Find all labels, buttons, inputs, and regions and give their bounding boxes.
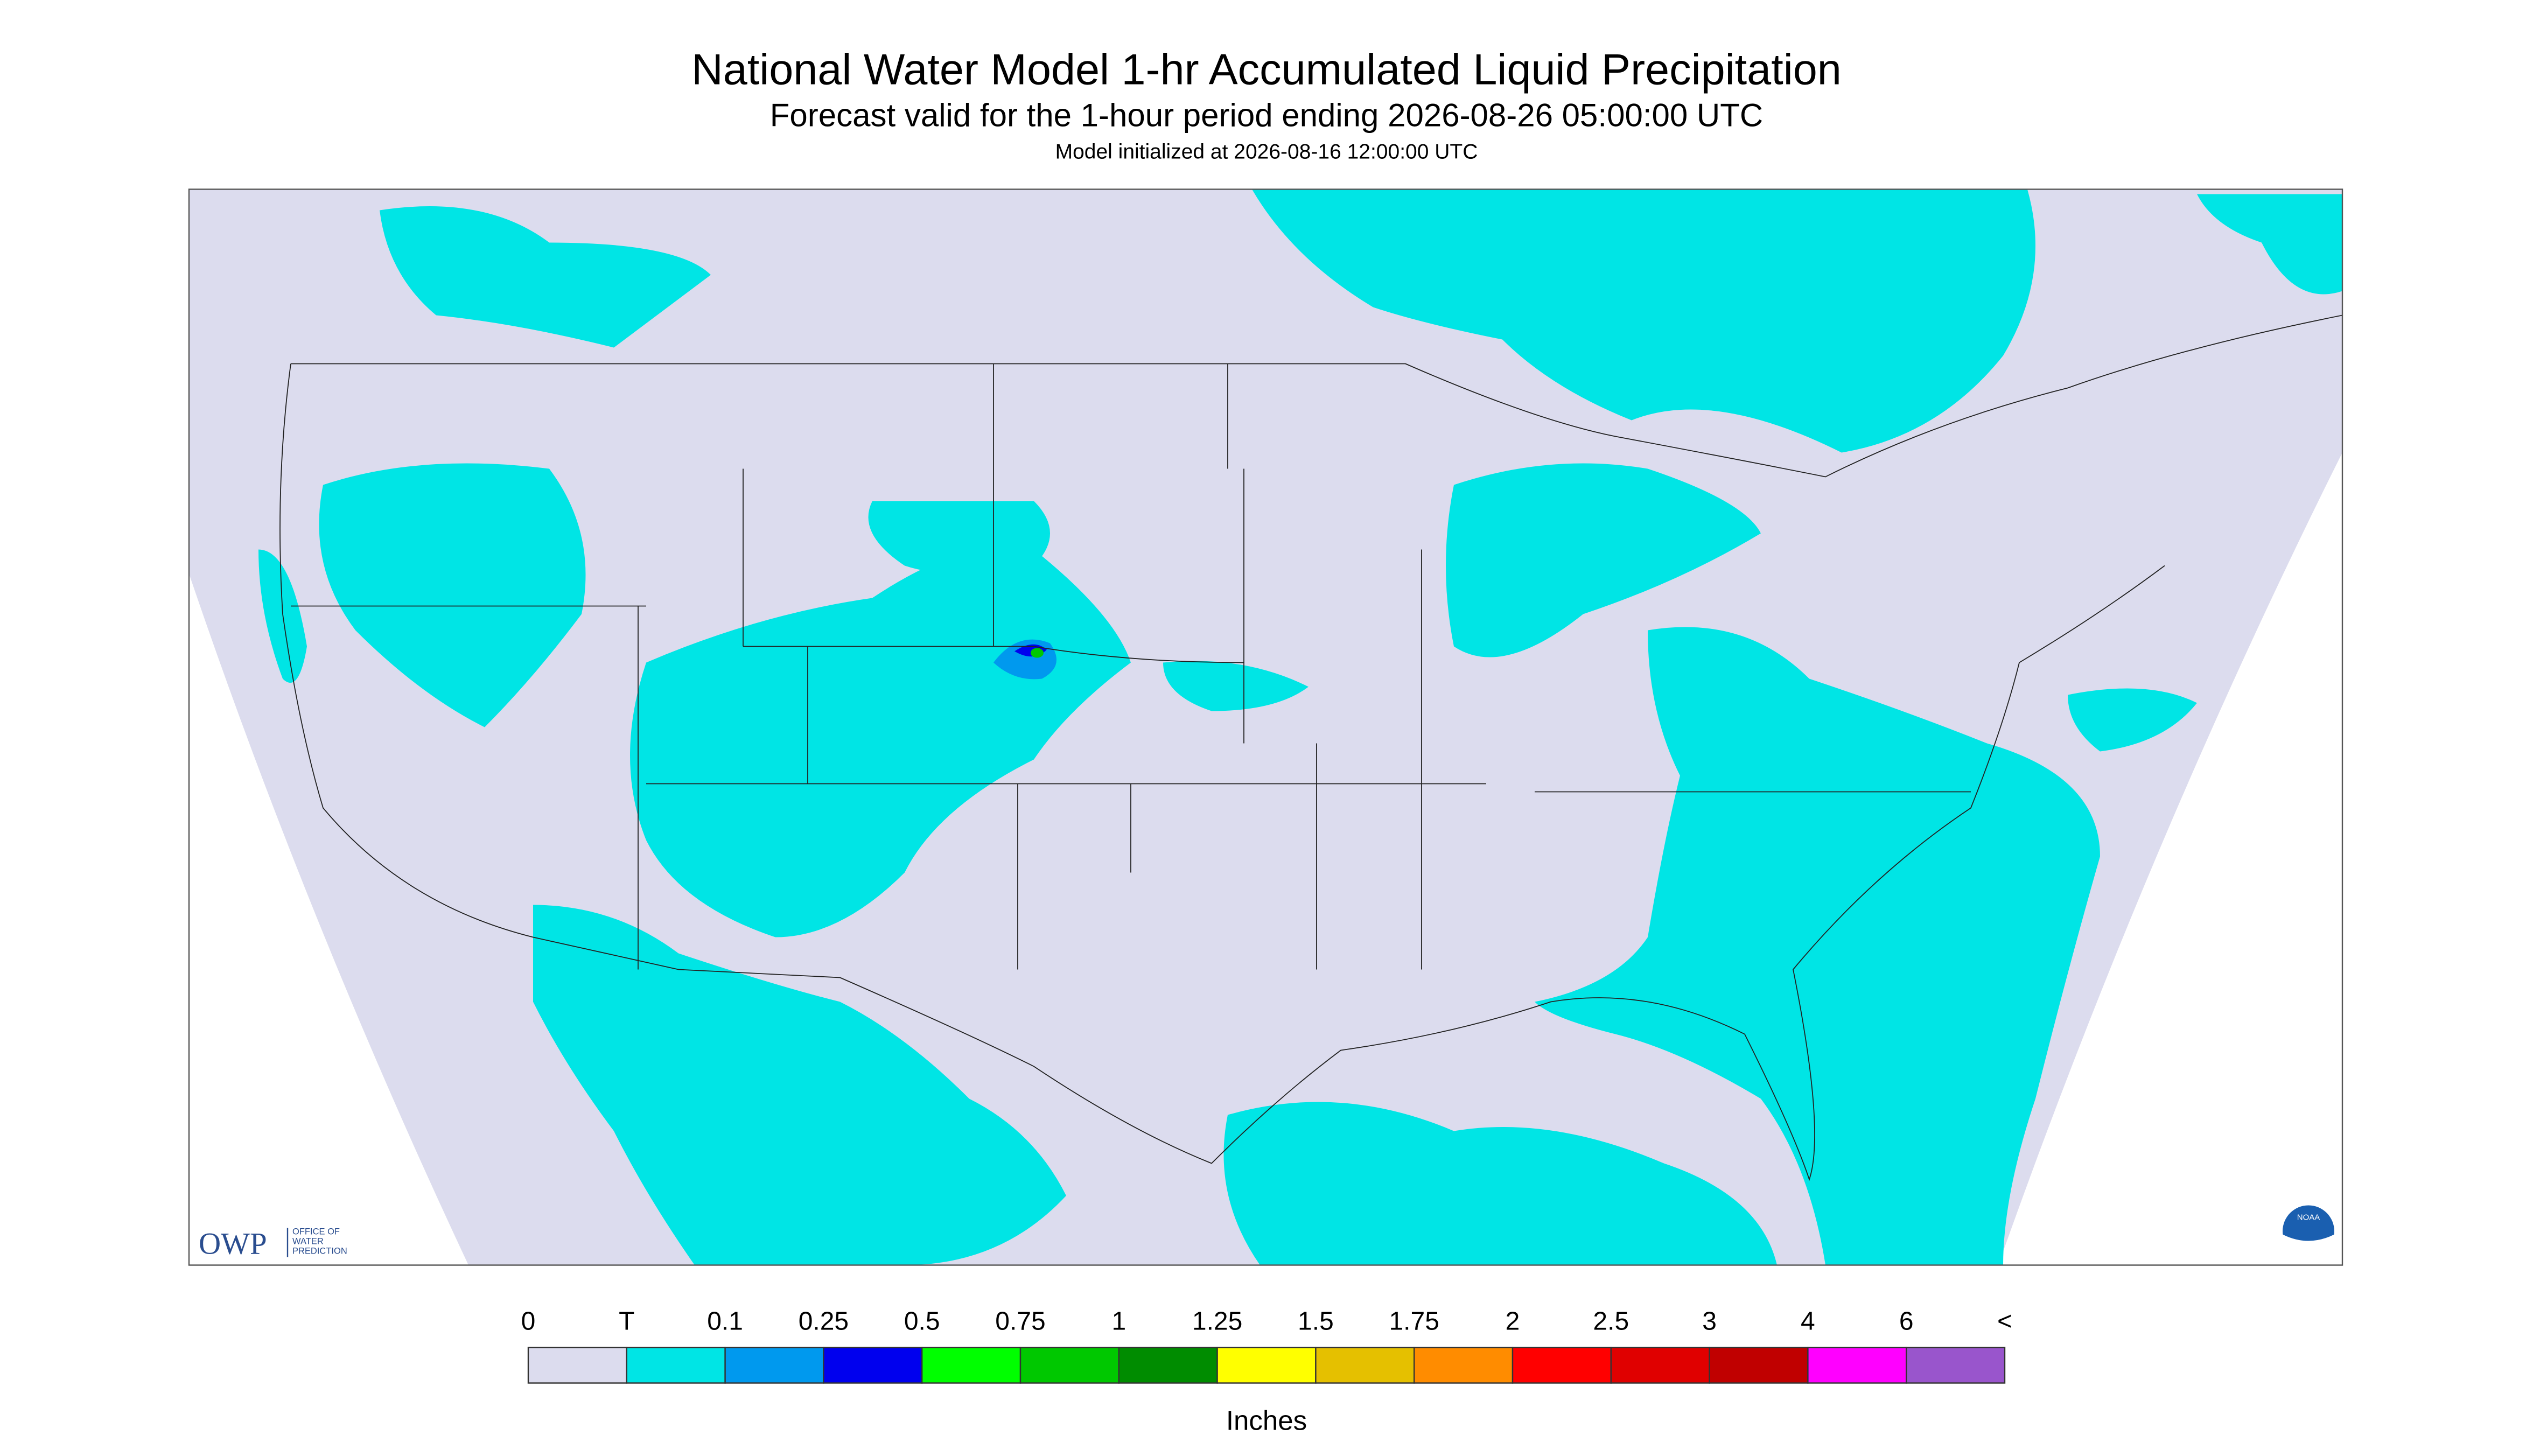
legend-label: 2.5 [1593, 1307, 1629, 1336]
legend-swatch [823, 1347, 923, 1384]
legend-swatch [1905, 1347, 2006, 1384]
precip-area [1163, 661, 1309, 711]
legend-swatch [1807, 1347, 1907, 1384]
title: National Water Model 1-hr Accumulated Li… [691, 46, 1842, 94]
boundaries [279, 314, 2342, 1181]
legend-label: < [1997, 1307, 2012, 1336]
legend-label: T [619, 1307, 634, 1336]
map: OWP OFFICE OF WATER PREDICTION NOAA [188, 188, 2343, 1266]
legend-label: 0.25 [799, 1307, 849, 1336]
precip-area [533, 905, 1066, 1265]
precip-area [319, 463, 586, 727]
legend-swatch [1512, 1347, 1612, 1384]
legend-swatch [1118, 1347, 1218, 1384]
legend-label: 0.75 [995, 1307, 1045, 1336]
precip-area [1446, 463, 1761, 657]
legend-units: Inches [1226, 1405, 1307, 1436]
owp-logo: OWP [199, 1227, 267, 1261]
noaa-logo-wave [2283, 1234, 2334, 1261]
legend-label: 3 [1702, 1307, 1717, 1336]
legend-swatch [1315, 1347, 1415, 1384]
legend-label: 1.75 [1389, 1307, 1439, 1336]
owp-name-line: OFFICE OF [292, 1227, 340, 1237]
precip-area [1252, 189, 2035, 453]
owp-name-line: PREDICTION [292, 1247, 347, 1256]
legend-swatch [724, 1347, 824, 1384]
precip-area-peak [1031, 648, 1044, 658]
owp-name-line: WATER [292, 1237, 324, 1247]
legend-swatch [1709, 1347, 1809, 1384]
precip-area [868, 501, 1050, 574]
precip-area [1223, 1102, 1777, 1265]
subtitle: Forecast valid for the 1-hour period end… [770, 97, 1763, 134]
legend-swatch [1019, 1347, 1120, 1384]
legend-label: 2 [1506, 1307, 1520, 1336]
legend-label: 6 [1899, 1307, 1914, 1336]
legend-swatch [921, 1347, 1021, 1384]
owp-name: OFFICE OF WATER PREDICTION [292, 1227, 347, 1256]
legend-label: 1.5 [1298, 1307, 1334, 1336]
legend-label: 0 [521, 1307, 536, 1336]
legend-swatch [527, 1347, 628, 1384]
map-frame [188, 188, 2343, 1266]
precip-area [1535, 627, 2100, 1265]
legend-swatch [1414, 1347, 1514, 1384]
legend-label: 4 [1801, 1307, 1815, 1336]
precip-areas [258, 189, 2342, 1265]
precip-area [380, 206, 711, 348]
legend-label: 0.1 [707, 1307, 743, 1336]
precip-area [2068, 688, 2197, 752]
legend-swatch [626, 1347, 726, 1384]
legend-swatch [1610, 1347, 1710, 1384]
noaa-label: NOAA [2297, 1213, 2320, 1222]
precip-area [2197, 194, 2342, 295]
legend-label: 1 [1111, 1307, 1126, 1336]
legend-label: 1.25 [1192, 1307, 1242, 1336]
precip-area [630, 546, 1131, 937]
legend-swatch [1216, 1347, 1317, 1384]
legend-label: 0.5 [904, 1307, 940, 1336]
init-note: Model initialized at 2026-08-16 12:00:00… [1055, 141, 1478, 164]
legend: 0 T 0.1 0.25 0.5 0.75 1 1.25 1.5 1.75 2 2.5 3 4 6 < [521, 1307, 2012, 1384]
